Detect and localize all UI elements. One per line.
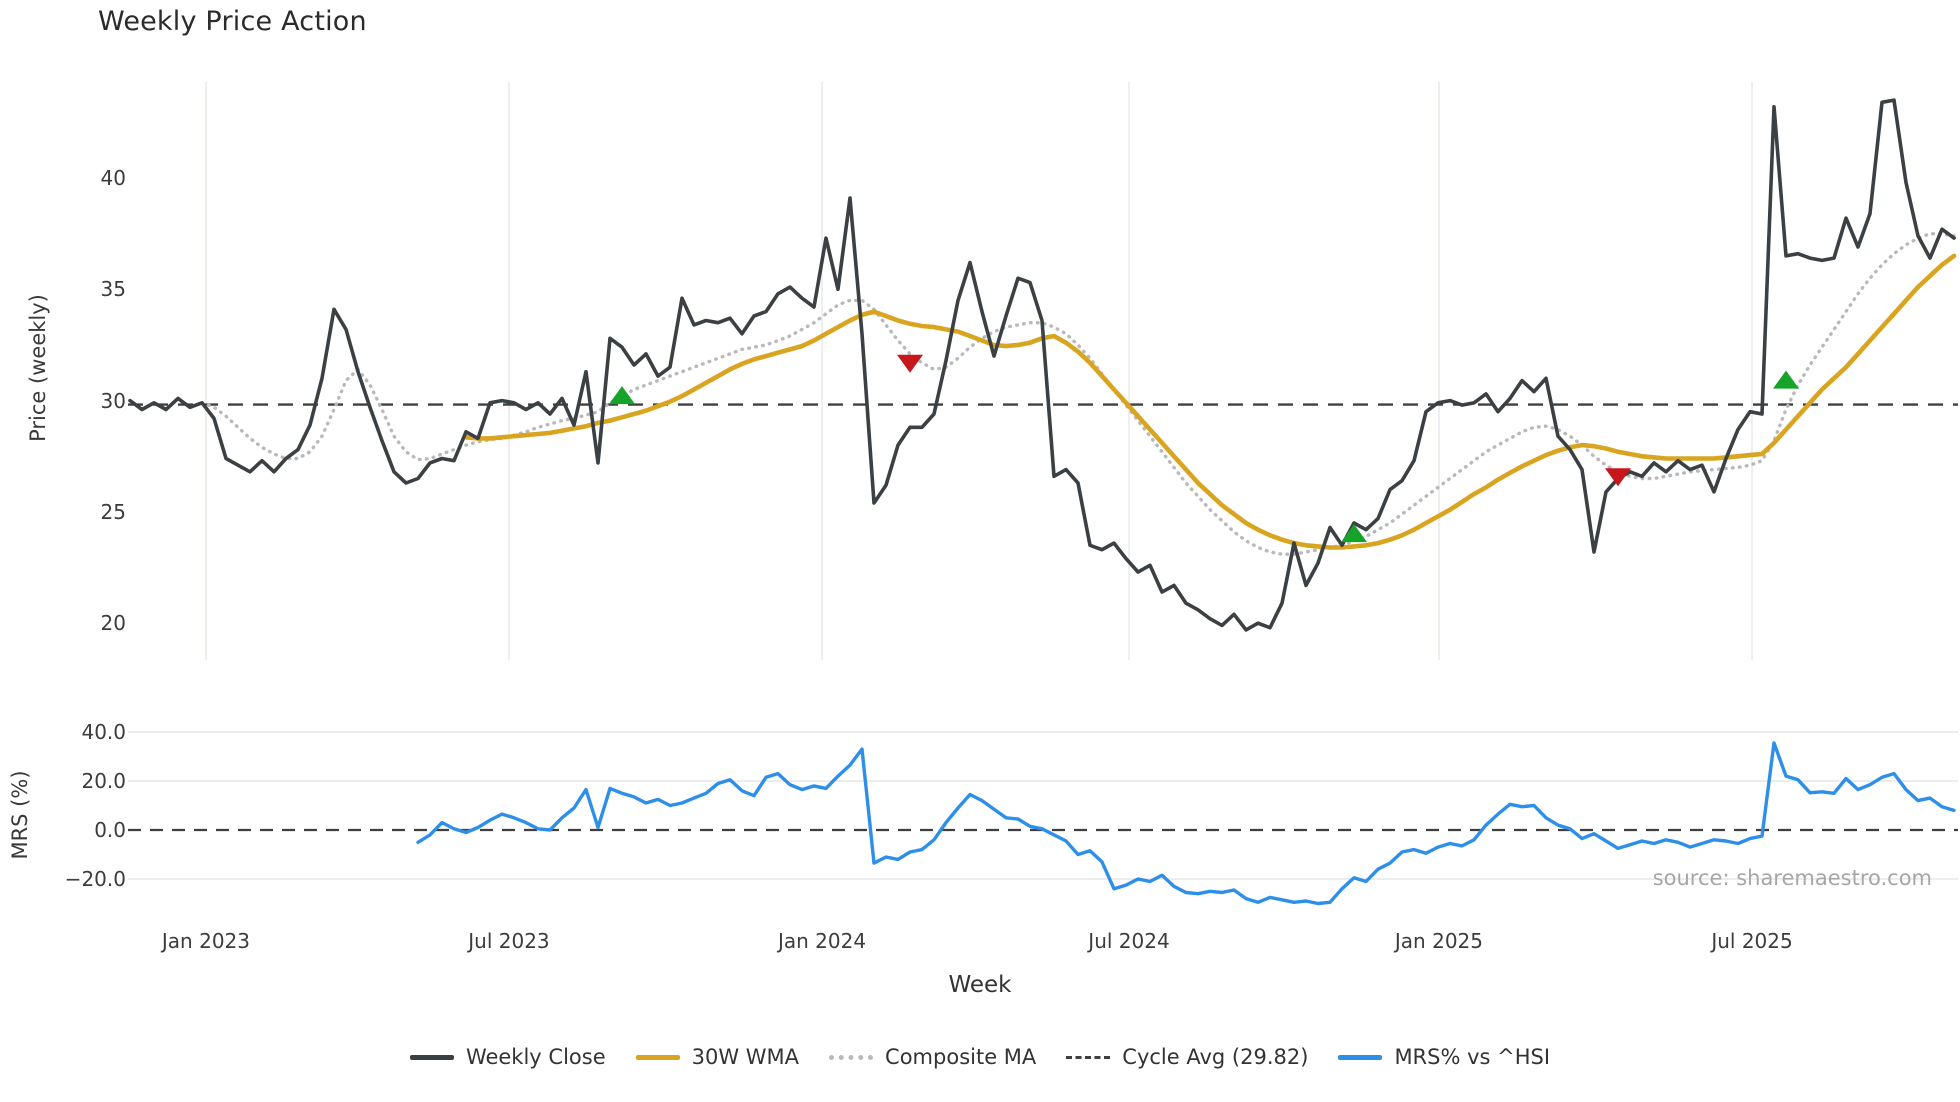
x-tick-label: Jan 2024 [777,929,867,953]
x-axis-label: Week [948,972,1012,998]
legend-label: 30W WMA [691,1045,800,1069]
composite-ma-line [200,231,1956,556]
x-tick-label: Jan 2023 [161,929,250,953]
buy-signal-marker [609,386,635,405]
mrs-y-tick-label: −20.0 [64,867,126,891]
legend-label: Cycle Avg (29.82) [1122,1045,1309,1069]
price-y-tick-label: 25 [100,499,126,524]
legend-label: Weekly Close [465,1045,606,1069]
mrs-line-swatch-icon [1338,1054,1383,1060]
mrs-y-tick-label: 0.0 [94,818,126,842]
mrs-y-tick-label: 40.0 [81,720,126,744]
legend-item-mrs: MRS% vs ^HSI [1338,1045,1550,1069]
legend-item-composite-ma: Composite MA [829,1045,1036,1069]
x-tick-label: Jul 2024 [1088,929,1170,953]
x-tick-label: Jan 2025 [1394,929,1483,953]
legend-item-weekly-close: Weekly Close [409,1045,606,1069]
composite-ma-line-swatch-icon [829,1054,874,1060]
wma-line-swatch-icon [635,1054,680,1060]
legend-label: Composite MA [885,1045,1037,1069]
price-y-tick-label: 20 [100,611,126,636]
mrs-line [416,741,1956,906]
mrs-y-axis-label: MRS (%) [8,770,32,860]
chart-title: Weekly Price Action [98,6,367,37]
legend-item-cycle-avg: Cycle Avg (29.82) [1066,1045,1308,1069]
price-y-tick-label: 35 [100,277,126,302]
legend-label: MRS% vs ^HSI [1394,1045,1551,1069]
buy-signal-marker [1773,370,1799,389]
source-note: source: sharemaestro.com [1652,866,1932,890]
x-tick-label: Jul 2025 [1711,929,1793,953]
sell-signal-marker [897,354,923,373]
price-y-tick-label: 30 [100,388,126,413]
cycle-avg-line-swatch-icon [1066,1055,1111,1059]
legend-item-30w-wma: 30W WMA [635,1045,800,1069]
legend: Weekly Close 30W WMA Composite MA Cycle … [0,1036,1960,1078]
sell-signal-marker [1605,468,1631,487]
x-tick-label: Jul 2023 [468,929,550,953]
price-y-tick-label: 40 [100,166,126,190]
buy-signal-marker [1341,524,1367,543]
mrs-y-tick-label: 20.0 [81,769,126,793]
weekly-close-line-swatch-icon [409,1054,454,1060]
price-y-axis-label: Price (weekly) [26,294,50,442]
wma-line [463,253,1957,550]
weekly-close-line [128,98,1956,632]
